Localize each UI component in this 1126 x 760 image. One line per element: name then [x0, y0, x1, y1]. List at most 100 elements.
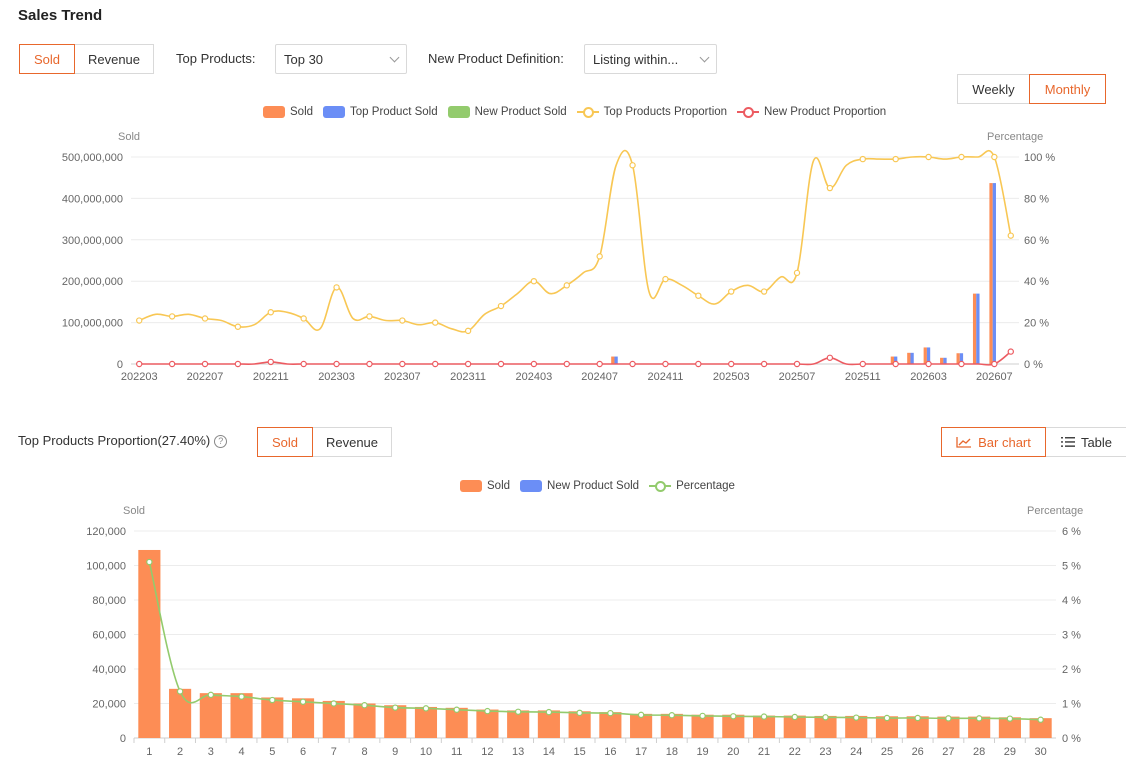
- top-products-proportion-point: [201, 315, 209, 322]
- top-products-proportion-point: [432, 319, 439, 326]
- new-product-proportion-point: [234, 360, 242, 368]
- x-tick-label: 10: [420, 746, 432, 758]
- new-product-proportion-point: [728, 360, 735, 368]
- bar-sold: [537, 710, 560, 738]
- proportion-metric-toggle: Sold Revenue: [257, 427, 392, 457]
- bar-top-product-sold: [992, 183, 996, 364]
- percentage-point: [730, 713, 737, 720]
- bar-sold: [972, 293, 977, 364]
- legend-item-new-product-sold[interactable]: New Product Sold: [520, 480, 639, 492]
- chevron-down-icon: [699, 52, 710, 62]
- x-tick-label: 21: [758, 746, 770, 758]
- new-product-proportion-point: [267, 358, 274, 366]
- top-products-proportion-point: [168, 313, 176, 320]
- bar-sold: [261, 697, 284, 738]
- percentage-point: [392, 704, 399, 711]
- top-products-proportion-point: [991, 153, 998, 161]
- new-product-proportion-point: [168, 360, 176, 368]
- bar-sold: [691, 714, 714, 738]
- x-tick-label: 202311: [450, 371, 486, 383]
- percentage-point: [422, 705, 430, 712]
- legend-item-new-product-proportion[interactable]: New Product Proportion: [737, 106, 886, 118]
- sold-button[interactable]: Sold: [19, 44, 75, 74]
- new-product-proportion-point: [136, 360, 143, 368]
- y-tick-label: 300,000,000: [62, 235, 123, 247]
- monthly-button[interactable]: Monthly: [1029, 74, 1106, 104]
- x-tick-label: 202407: [581, 371, 618, 383]
- bar-sold: [476, 709, 499, 738]
- legend-item-new-product-sold[interactable]: New Product Sold: [447, 106, 567, 118]
- top-products-proportion-point: [958, 153, 965, 161]
- bar-chart-button[interactable]: Bar chart: [941, 427, 1046, 457]
- top-products-proportion-point: [662, 275, 669, 283]
- top-products-value: Top 30: [284, 51, 324, 67]
- top-products-proportion-point: [728, 288, 735, 295]
- bar-sold: [230, 693, 253, 738]
- y-tick-label: 20,000: [92, 699, 126, 711]
- table-button[interactable]: Table: [1045, 427, 1126, 457]
- x-tick-label: 20: [727, 746, 739, 758]
- top-products-proportion-point: [530, 277, 538, 285]
- new-product-proportion-point: [399, 360, 406, 368]
- new-product-proportion-point: [859, 360, 866, 368]
- top-products-proportion-point: [695, 292, 702, 299]
- percentage-point: [207, 691, 215, 699]
- percentage-point: [760, 713, 768, 720]
- sold-button[interactable]: Sold: [257, 427, 313, 457]
- new-product-proportion-point: [695, 360, 702, 368]
- bar-top-product-sold: [926, 347, 931, 364]
- chevron-down-icon: [389, 52, 400, 62]
- bar-sold: [875, 716, 899, 738]
- x-tick-label: 202403: [516, 371, 553, 383]
- top-products-proportion-title: Top Products Proportion(27.40%)?: [18, 433, 228, 448]
- percentage-point: [699, 712, 706, 720]
- bar-sold: [445, 707, 468, 738]
- percentage-point: [1037, 716, 1044, 723]
- bar-sold: [507, 710, 530, 738]
- x-tick-label: 11: [451, 746, 462, 758]
- bar-sold: [291, 698, 315, 738]
- sales-trend-chart: 0 100,000,000 200,000,000 300,000,000 400,00…: [62, 149, 1055, 383]
- legend-item-top-product-sold[interactable]: Top Product Sold: [323, 106, 438, 118]
- x-tick-label: 3: [208, 746, 214, 758]
- percentage-point: [238, 693, 245, 700]
- help-icon[interactable]: ?: [214, 434, 228, 448]
- x-tick-label: 17: [635, 746, 647, 758]
- x-tick-label: 4: [239, 746, 245, 758]
- x-tick-label: 18: [666, 746, 678, 758]
- legend-item-sold[interactable]: Sold: [263, 106, 313, 118]
- bar-top-product-sold: [614, 356, 618, 364]
- x-tick-label: 24: [850, 746, 862, 758]
- revenue-button[interactable]: Revenue: [74, 44, 154, 74]
- top-products-proportion-point: [300, 315, 307, 322]
- bar-sold: [906, 716, 929, 738]
- top-products-proportion-line: [138, 149, 1012, 333]
- percentage-point: [299, 698, 307, 705]
- new-product-definition-select[interactable]: Listing within...: [584, 44, 717, 74]
- percentage-point: [668, 712, 676, 719]
- top-products-proportion-point: [464, 327, 472, 335]
- x-tick-label: 23: [819, 746, 831, 758]
- new-product-proportion-point: [366, 360, 373, 368]
- legend-item-percentage[interactable]: Percentage: [649, 480, 735, 492]
- x-tick-label: 202207: [187, 371, 224, 383]
- percentage-point: [545, 708, 553, 716]
- top-products-select[interactable]: Top 30: [275, 44, 407, 74]
- legend-item-sold[interactable]: Sold: [460, 480, 510, 492]
- new-product-proportion-point: [892, 360, 899, 368]
- y-tick-label: 100,000: [86, 561, 126, 573]
- bar-sold: [599, 712, 622, 738]
- new-product-proportion-point: [530, 360, 538, 368]
- y-tick-label: 500,000,000: [62, 152, 123, 164]
- percentage-point: [269, 696, 276, 704]
- revenue-button[interactable]: Revenue: [312, 427, 392, 457]
- bar-sold: [814, 715, 837, 738]
- weekly-button[interactable]: Weekly: [957, 74, 1030, 104]
- top-products-proportion-point: [267, 309, 274, 316]
- legend-item-top-products-proportion[interactable]: Top Products Proportion: [576, 106, 727, 118]
- y2-tick-label: 80 %: [1024, 193, 1049, 205]
- top-products-proportion-point: [760, 288, 768, 295]
- x-tick-label: 25: [881, 746, 893, 758]
- y2-tick-label: 1 %: [1062, 699, 1081, 711]
- bar-sold: [783, 715, 806, 738]
